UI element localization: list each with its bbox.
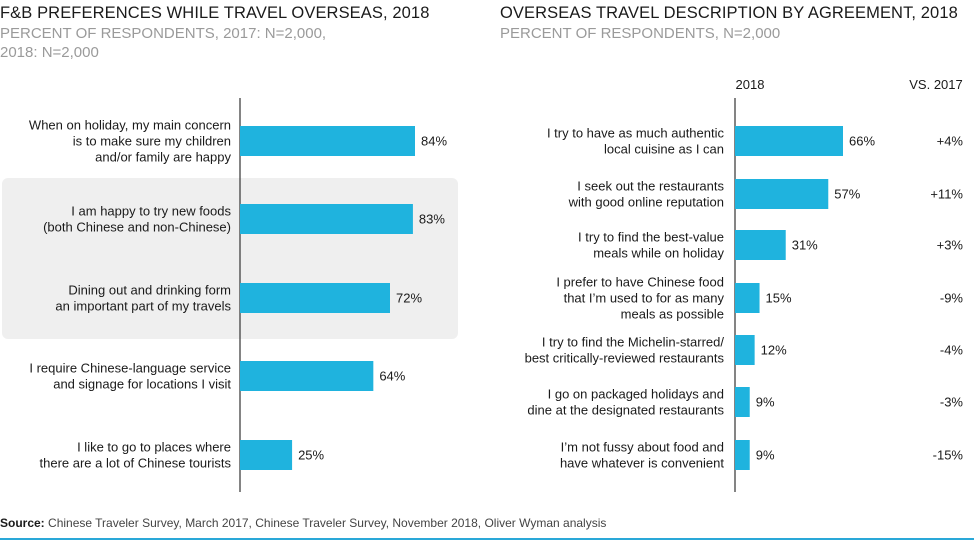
column-header-vs-2017: VS. 2017 (909, 77, 963, 92)
right-bar (735, 126, 843, 156)
left-highlight-panel (2, 178, 458, 339)
right-value-label: 9% (756, 395, 775, 410)
right-value-label: 66% (849, 134, 875, 149)
right-category-label: I seek out the restaurants with good onli… (568, 179, 725, 210)
left-value-label: 84% (421, 134, 447, 149)
source-text: Chinese Traveler Survey, March 2017, Chi… (44, 516, 607, 530)
left-bar (240, 440, 293, 470)
right-change-label: -15% (933, 448, 964, 463)
right-change-label: -9% (940, 291, 964, 306)
right-change-label: -4% (940, 343, 964, 358)
right-value-label: 31% (792, 238, 818, 253)
right-chart-subtitle: PERCENT OF RESPONDENTS, N=2,000 (500, 25, 781, 42)
right-category-label: I’m not fussy about food and have whateve… (560, 440, 724, 471)
right-chart-title: OVERSEAS TRAVEL DESCRIPTION BY AGREEMENT… (500, 4, 958, 22)
left-bar (240, 283, 390, 313)
right-bar (735, 440, 750, 470)
source-label: Source: (0, 516, 45, 530)
right-category-label: I go on packaged holidays and dine at the… (527, 387, 724, 418)
charts-canvas: When on holiday, my main concern is to ma… (2, 77, 964, 492)
left-category-label: I require Chinese-language service and si… (29, 361, 231, 392)
left-value-label: 83% (419, 212, 445, 227)
right-value-label: 9% (756, 448, 775, 463)
left-bar (240, 361, 374, 391)
left-value-label: 72% (396, 291, 422, 306)
right-category-label: I try to find the Michelin-starred/best … (525, 335, 725, 366)
right-value-label: 57% (834, 187, 860, 202)
right-bar (735, 283, 760, 313)
column-header-2018: 2018 (736, 77, 765, 92)
left-category-label: I like to go to places where there are a … (40, 440, 232, 471)
source-note: Source: Chinese Traveler Survey, March 2… (0, 516, 606, 530)
right-value-label: 15% (766, 291, 792, 306)
left-value-label: 64% (379, 369, 405, 384)
left-chart-subtitle: PERCENT OF RESPONDENTS, 2017: N=2,000, 2… (0, 24, 326, 62)
right-category-label: I try to find the best-value meals while … (578, 230, 724, 261)
right-change-label: -3% (940, 395, 964, 410)
left-bar (240, 204, 413, 234)
right-bar (735, 179, 829, 209)
left-category-label: When on holiday, my main concern is to ma… (29, 118, 232, 165)
left-subtitle-line-1: PERCENT OF RESPONDENTS, 2017: N=2,000, (0, 25, 327, 42)
left-category-label: Dining out and drinking form an important… (55, 283, 231, 314)
right-value-label: 12% (761, 343, 787, 358)
right-category-label: I prefer to have Chinese food that I’m us… (556, 275, 724, 322)
right-bar (735, 335, 755, 365)
left-category-label: I am happy to try new foods (both Chinese… (43, 204, 231, 235)
bottom-accent-rule (0, 538, 974, 540)
left-subtitle-line-2: 2018: N=2,000 (0, 44, 99, 61)
right-change-label: +4% (937, 134, 964, 149)
right-change-label: +3% (937, 238, 964, 253)
right-category-label: I try to have as much authentic local cui… (547, 126, 725, 157)
right-change-label: +11% (930, 187, 963, 202)
left-value-label: 25% (298, 448, 324, 463)
left-bar-chart: When on holiday, my main concern is to ma… (2, 98, 458, 492)
left-chart-title: F&B PREFERENCES WHILE TRAVEL OVERSEAS, 2… (0, 4, 430, 22)
left-bar (240, 126, 415, 156)
right-bar-chart: I try to have as much authentic local cui… (525, 98, 964, 492)
right-bar (735, 230, 786, 260)
right-bar (735, 387, 750, 417)
